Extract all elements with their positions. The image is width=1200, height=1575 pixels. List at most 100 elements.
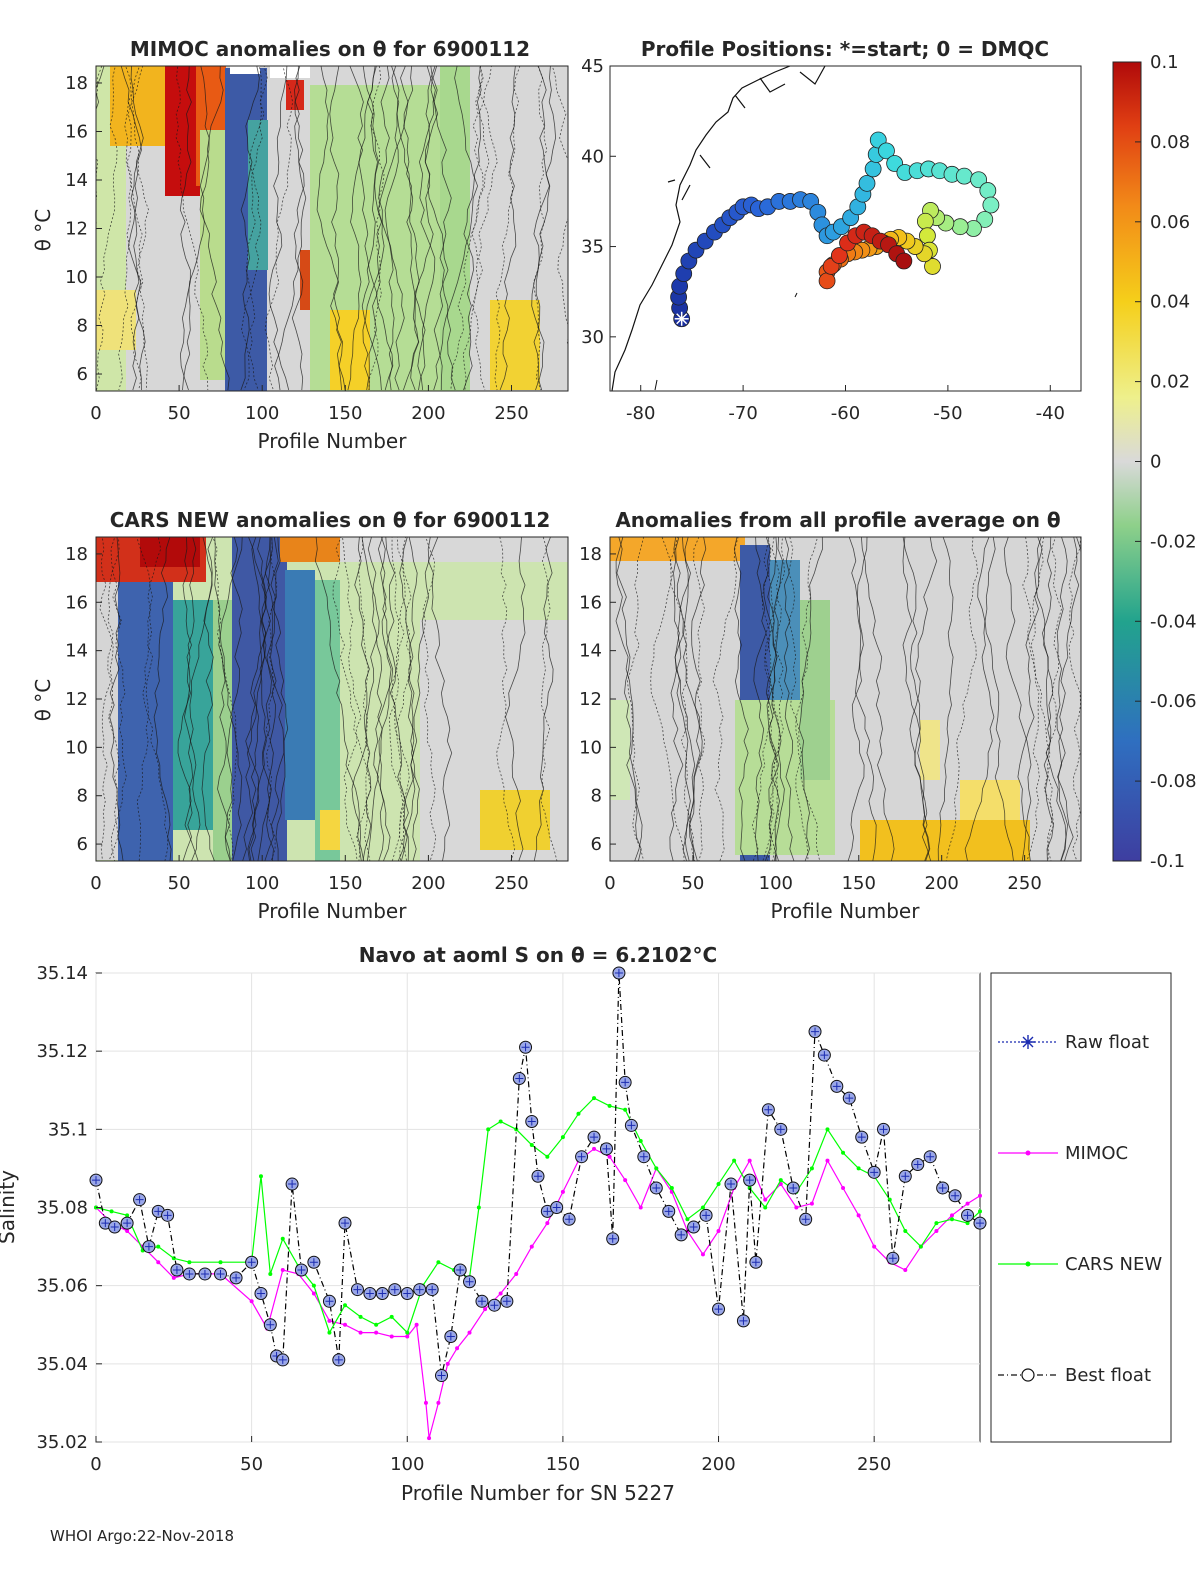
colorbar-tick-label: 0.06 bbox=[1150, 212, 1190, 233]
allavg-contour-line bbox=[898, 537, 931, 861]
allavg-contour-line bbox=[1003, 537, 1032, 861]
raw-float-star bbox=[664, 1207, 673, 1216]
allavg-contour-line bbox=[1042, 537, 1067, 861]
raw-float-star bbox=[256, 1289, 265, 1298]
allavg-patch bbox=[800, 600, 830, 780]
salinity-xtick-label: 200 bbox=[701, 1454, 735, 1475]
mimoc-contour-line bbox=[463, 66, 482, 391]
raw-float-star bbox=[832, 1082, 841, 1091]
allavg-contour-line bbox=[693, 537, 706, 861]
mimoc-contour-line bbox=[118, 66, 142, 391]
cars-contour-line bbox=[266, 537, 282, 861]
raw-float-star bbox=[527, 1117, 536, 1126]
raw-float-star bbox=[163, 1211, 172, 1220]
cars-new-point bbox=[763, 1205, 768, 1210]
cars-contour-line bbox=[218, 537, 243, 861]
profile-position-marker bbox=[830, 247, 848, 264]
allavg-ytick-label: 12 bbox=[579, 689, 602, 710]
cars-contour-line bbox=[109, 537, 124, 861]
raw-float-star bbox=[172, 1266, 181, 1275]
mimoc-point bbox=[809, 1201, 814, 1206]
mimoc-ytick-label: 8 bbox=[77, 316, 88, 337]
mimoc-point bbox=[280, 1268, 285, 1273]
cars-new-point bbox=[607, 1103, 612, 1108]
mimoc-contour-line bbox=[494, 66, 521, 391]
allavg-xtick-label: 250 bbox=[1007, 873, 1041, 894]
mimoc-heatmap bbox=[96, 66, 568, 391]
cars-contour-line bbox=[358, 537, 371, 861]
allavg-contour-line bbox=[1022, 537, 1040, 861]
cars-ytick-label: 8 bbox=[77, 786, 88, 807]
allavg-contours bbox=[615, 537, 1081, 861]
cars-contour-line bbox=[367, 537, 385, 861]
mimoc-point bbox=[498, 1291, 503, 1296]
cars-contour-line bbox=[403, 537, 418, 861]
cars-new-point bbox=[978, 1209, 982, 1214]
cars-new-point bbox=[218, 1260, 223, 1265]
cars-new-point bbox=[576, 1111, 581, 1116]
cars-xtick-label: 0 bbox=[90, 873, 101, 894]
allavg-xtick-label: 150 bbox=[842, 873, 876, 894]
allavg-xtick-label: 200 bbox=[925, 873, 959, 894]
cars-contour-line bbox=[136, 537, 162, 861]
allavg-contour-line bbox=[795, 537, 821, 861]
cars-contour-line bbox=[427, 537, 453, 861]
cars-new-point bbox=[109, 1209, 114, 1214]
raw-float-star bbox=[951, 1191, 960, 1200]
mimoc-contour-line bbox=[533, 66, 548, 391]
mimoc-contour-line bbox=[245, 66, 268, 391]
allavg-contour-line bbox=[945, 537, 979, 861]
mimoc-point bbox=[607, 1154, 612, 1159]
raw-float-star bbox=[745, 1176, 754, 1185]
raw-float-star bbox=[247, 1258, 256, 1267]
raw-float-star bbox=[652, 1183, 661, 1192]
mimoc-contour-line bbox=[450, 66, 490, 391]
allavg-contour-line bbox=[765, 537, 784, 861]
allavg-contour-line bbox=[761, 537, 778, 861]
mimoc-contour-line bbox=[316, 66, 346, 391]
raw-float-star bbox=[938, 1183, 947, 1192]
cars-contour-line bbox=[314, 537, 365, 861]
allavg-contour-line bbox=[848, 537, 877, 861]
map-ytick-label: 35 bbox=[581, 237, 604, 258]
positions-map bbox=[610, 66, 1081, 391]
allavg-patch bbox=[610, 537, 745, 561]
salinity-ytick-label: 35.14 bbox=[36, 963, 88, 984]
mimoc-point bbox=[623, 1178, 628, 1183]
mimoc-xlabel: Profile Number bbox=[258, 429, 408, 453]
raw-float-star bbox=[689, 1223, 698, 1232]
cars-new-point bbox=[529, 1142, 534, 1147]
mimoc-contour-line bbox=[361, 66, 382, 391]
cars-new-point bbox=[918, 1244, 923, 1249]
raw-float-star bbox=[353, 1285, 362, 1294]
cars-new-point bbox=[592, 1096, 597, 1101]
cars-contour-line bbox=[351, 537, 370, 861]
salinity-ytick-label: 35.02 bbox=[36, 1432, 88, 1453]
cars-new-point bbox=[343, 1303, 348, 1308]
cars-contour-line bbox=[245, 537, 271, 861]
cars-ytick-label: 14 bbox=[65, 641, 88, 662]
raw-float-star bbox=[378, 1289, 387, 1298]
salinity-xlabel: Profile Number for SN 5227 bbox=[401, 1481, 675, 1505]
coastline bbox=[611, 66, 826, 391]
raw-float-star bbox=[334, 1355, 343, 1364]
salinity-ytick-label: 35.08 bbox=[36, 1198, 88, 1219]
cars-new-point bbox=[685, 1217, 690, 1222]
allavg-ytick-label: 14 bbox=[579, 641, 602, 662]
mimoc-xtick-label: 250 bbox=[494, 403, 528, 424]
allavg-contour-line bbox=[764, 537, 780, 861]
raw-float-star bbox=[739, 1316, 748, 1325]
positions-title: Profile Positions: *=start; 0 = DMQC bbox=[641, 37, 1049, 61]
cars-contour-line bbox=[388, 537, 404, 861]
mimoc-patch bbox=[96, 290, 136, 350]
cars-new-point bbox=[498, 1119, 503, 1124]
cars-new-point bbox=[327, 1330, 332, 1335]
mimoc-gap bbox=[270, 66, 310, 78]
mimoc-point bbox=[414, 1322, 419, 1327]
mimoc-contours bbox=[96, 66, 568, 391]
mimoc-contour-line bbox=[384, 66, 400, 391]
cars-contour-line bbox=[265, 537, 278, 861]
salinity-xtick-label: 50 bbox=[240, 1454, 263, 1475]
start-star-stroke bbox=[676, 313, 688, 325]
cars-xtick-label: 100 bbox=[245, 873, 279, 894]
